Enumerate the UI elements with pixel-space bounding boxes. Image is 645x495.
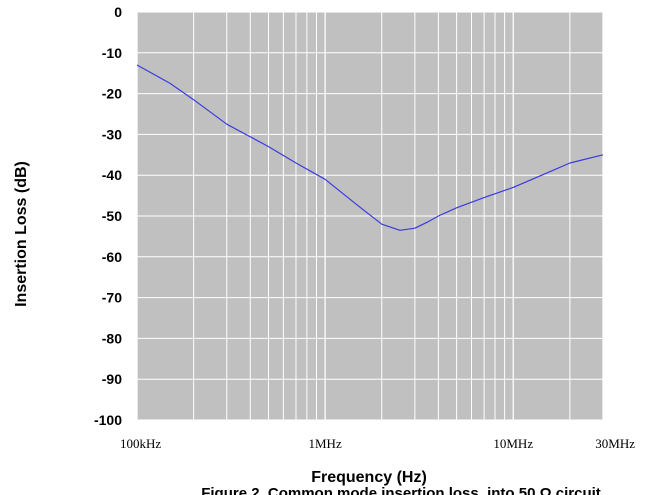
x-tick-label: 30MHz [595, 436, 635, 451]
y-tick-label: 0 [114, 4, 122, 20]
y-tick-label: -10 [102, 45, 122, 61]
y-tick-label: -60 [102, 249, 122, 265]
y-tick-label: -50 [102, 208, 122, 224]
y-tick-label: -30 [102, 126, 122, 142]
y-axis-title: Insertion Loss (dB) [13, 161, 30, 307]
y-tick-label: -70 [102, 290, 122, 306]
y-tick-label: -90 [102, 371, 122, 387]
y-tick-label: -20 [102, 86, 122, 102]
series-layer [136, 64, 604, 231]
y-tick-label: -100 [94, 412, 122, 428]
y-tick-label: -40 [102, 167, 122, 183]
x-tick-label: 100kHz [120, 436, 161, 451]
x-axis-ticks: 100kHz 1MHz 10MHz 30MHz [120, 436, 635, 451]
x-tick-label: 1MHz [309, 436, 342, 451]
x-tick-label: 10MHz [493, 436, 533, 451]
y-axis-ticks: 0 -10 -20 -30 -40 -50 -60 -70 -80 -90 -100 [94, 4, 122, 428]
figure-caption: Figure 2. Common mode insertion loss, in… [201, 485, 601, 495]
x-axis-title: Frequency (Hz) [311, 469, 427, 486]
series-line [136, 64, 604, 231]
y-tick-label: -80 [102, 330, 122, 346]
